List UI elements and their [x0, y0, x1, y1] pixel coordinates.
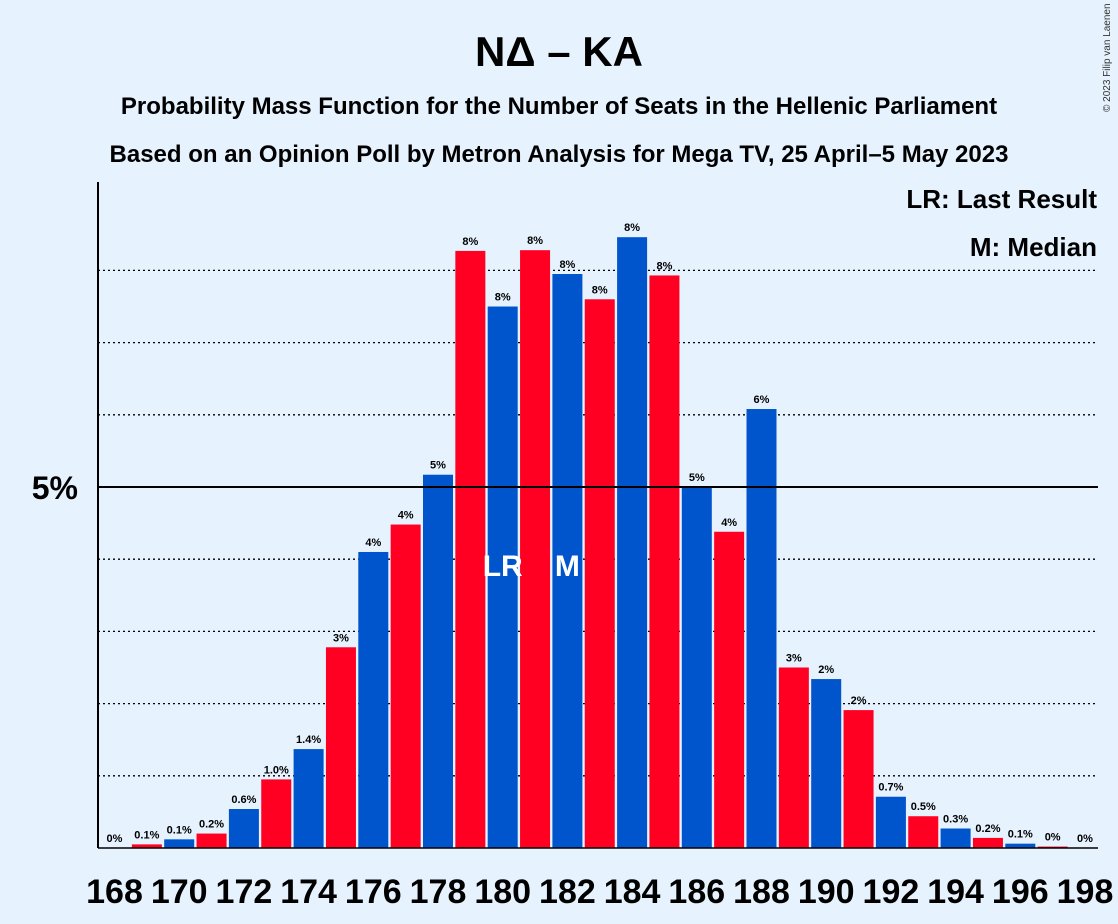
data-label-185: 8% — [656, 260, 672, 272]
bar-195 — [972, 837, 1003, 848]
data-label-173: 1.0% — [264, 764, 289, 776]
x-tick-label-190: 190 — [798, 873, 855, 911]
x-tick-label-198: 198 — [1057, 873, 1114, 911]
chart-title: ΝΔ – ΚΑ — [475, 28, 643, 75]
x-tick-label-184: 184 — [604, 873, 661, 911]
bar-178 — [423, 474, 453, 848]
bar-171 — [196, 833, 227, 848]
marker-median: M — [555, 550, 580, 583]
bar-188 — [746, 409, 777, 848]
bar-180 — [487, 306, 518, 848]
data-label-198: 0% — [1077, 833, 1093, 845]
data-label-189: 3% — [786, 653, 802, 665]
data-label-192: 0.7% — [878, 782, 903, 794]
bar-184 — [617, 237, 648, 849]
bar-170 — [164, 839, 195, 848]
data-label-194: 0.3% — [943, 814, 968, 826]
bar-181 — [520, 250, 551, 848]
x-tick-label-172: 172 — [216, 873, 273, 911]
bar-183 — [584, 299, 615, 848]
data-label-171: 0.2% — [199, 819, 224, 831]
x-tick-label-186: 186 — [668, 873, 725, 911]
bar-179 — [455, 250, 486, 848]
x-tick-labels: 168 170 172 174 176 178 180 182 184 186 188 190 192 1… — [86, 873, 1113, 911]
chart-subtitle-2: Based on an Opinion Poll by Metron Analy… — [110, 141, 1009, 168]
data-label-169: 0.1% — [134, 829, 159, 841]
x-tick-label-192: 192 — [863, 873, 920, 911]
data-label-183: 8% — [592, 284, 608, 296]
marker-last-result: LR — [483, 550, 523, 583]
bar-182 — [552, 274, 583, 848]
data-label-179: 8% — [462, 236, 478, 248]
bar-169 — [131, 844, 162, 848]
data-label-195: 0.2% — [975, 823, 1000, 835]
bar-192 — [875, 796, 906, 848]
data-label-178: 5% — [430, 460, 446, 472]
data-label-182: 8% — [559, 259, 575, 271]
y-tick-label-5pct: 5% — [32, 470, 78, 506]
bar-174 — [293, 749, 324, 848]
bar-172 — [228, 809, 259, 848]
copyright-text: © 2023 Filip van Laenen — [1102, 3, 1113, 112]
bar-186 — [681, 487, 712, 848]
data-label-177: 4% — [398, 510, 414, 522]
chart-subtitle-1: Probability Mass Function for the Number… — [121, 93, 997, 120]
x-tick-label-188: 188 — [733, 873, 790, 911]
bar-193 — [908, 816, 939, 848]
data-labels: 0% 0.1% 0.1% 0.2% 0.6% 1.0% 1.4% 3% 4% 4% 5% 8% 8% LR… — [107, 222, 1094, 845]
bar-187 — [714, 531, 745, 848]
data-label-196: 0.1% — [1008, 829, 1033, 841]
legend-last-result: LR: Last Result — [906, 184, 1097, 214]
bar-185 — [649, 275, 680, 849]
data-label-172: 0.6% — [231, 794, 256, 806]
bar-177 — [390, 524, 421, 848]
x-tick-label-182: 182 — [539, 873, 596, 911]
x-tick-label-176: 176 — [345, 873, 402, 911]
data-label-180: 8% — [495, 292, 511, 304]
bar-189 — [778, 667, 809, 848]
data-label-190: 2% — [818, 664, 834, 676]
bar-191 — [843, 710, 874, 848]
data-label-193: 0.5% — [911, 801, 936, 813]
x-tick-label-180: 180 — [474, 873, 531, 911]
bar-176 — [358, 551, 389, 848]
data-label-187: 4% — [721, 517, 737, 529]
bar-190 — [811, 679, 842, 848]
data-label-188: 6% — [754, 394, 770, 406]
data-label-181: 8% — [527, 235, 543, 247]
bars — [131, 237, 1068, 849]
data-label-170: 0.1% — [167, 824, 192, 836]
legend-median: M: Median — [970, 232, 1097, 262]
x-tick-label-196: 196 — [992, 873, 1049, 911]
data-label-197: 0% — [1045, 832, 1061, 844]
data-label-186: 5% — [689, 472, 705, 484]
x-tick-label-174: 174 — [280, 873, 337, 911]
bar-175 — [325, 647, 356, 848]
data-label-168: 0% — [107, 833, 123, 845]
data-label-191: 2% — [851, 695, 867, 707]
x-tick-label-170: 170 — [151, 873, 208, 911]
data-label-176: 4% — [365, 537, 381, 549]
x-tick-label-178: 178 — [410, 873, 467, 911]
x-tick-label-168: 168 — [86, 873, 143, 911]
data-label-174: 1.4% — [296, 734, 321, 746]
data-label-184: 8% — [624, 222, 640, 234]
bar-173 — [261, 779, 292, 848]
data-label-175: 3% — [333, 632, 349, 644]
bar-194 — [940, 828, 971, 848]
x-tick-label-194: 194 — [927, 873, 984, 911]
bar-196 — [1005, 843, 1036, 848]
